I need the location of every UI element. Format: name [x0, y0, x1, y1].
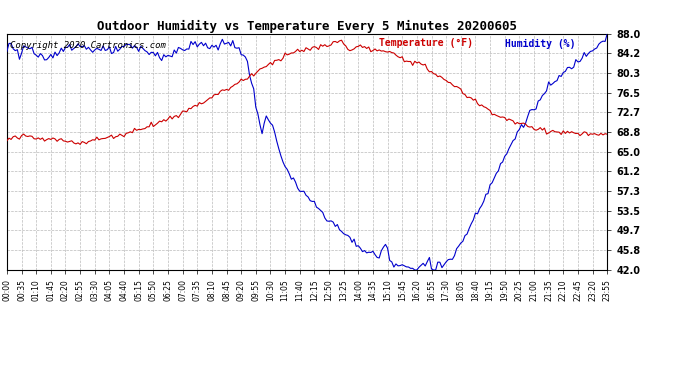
Text: Copyright 2020 Cartronics.com: Copyright 2020 Cartronics.com — [10, 41, 166, 50]
Title: Outdoor Humidity vs Temperature Every 5 Minutes 20200605: Outdoor Humidity vs Temperature Every 5 … — [97, 20, 517, 33]
Text: Temperature (°F): Temperature (°F) — [379, 39, 473, 48]
Text: Humidity (%): Humidity (%) — [505, 39, 575, 48]
